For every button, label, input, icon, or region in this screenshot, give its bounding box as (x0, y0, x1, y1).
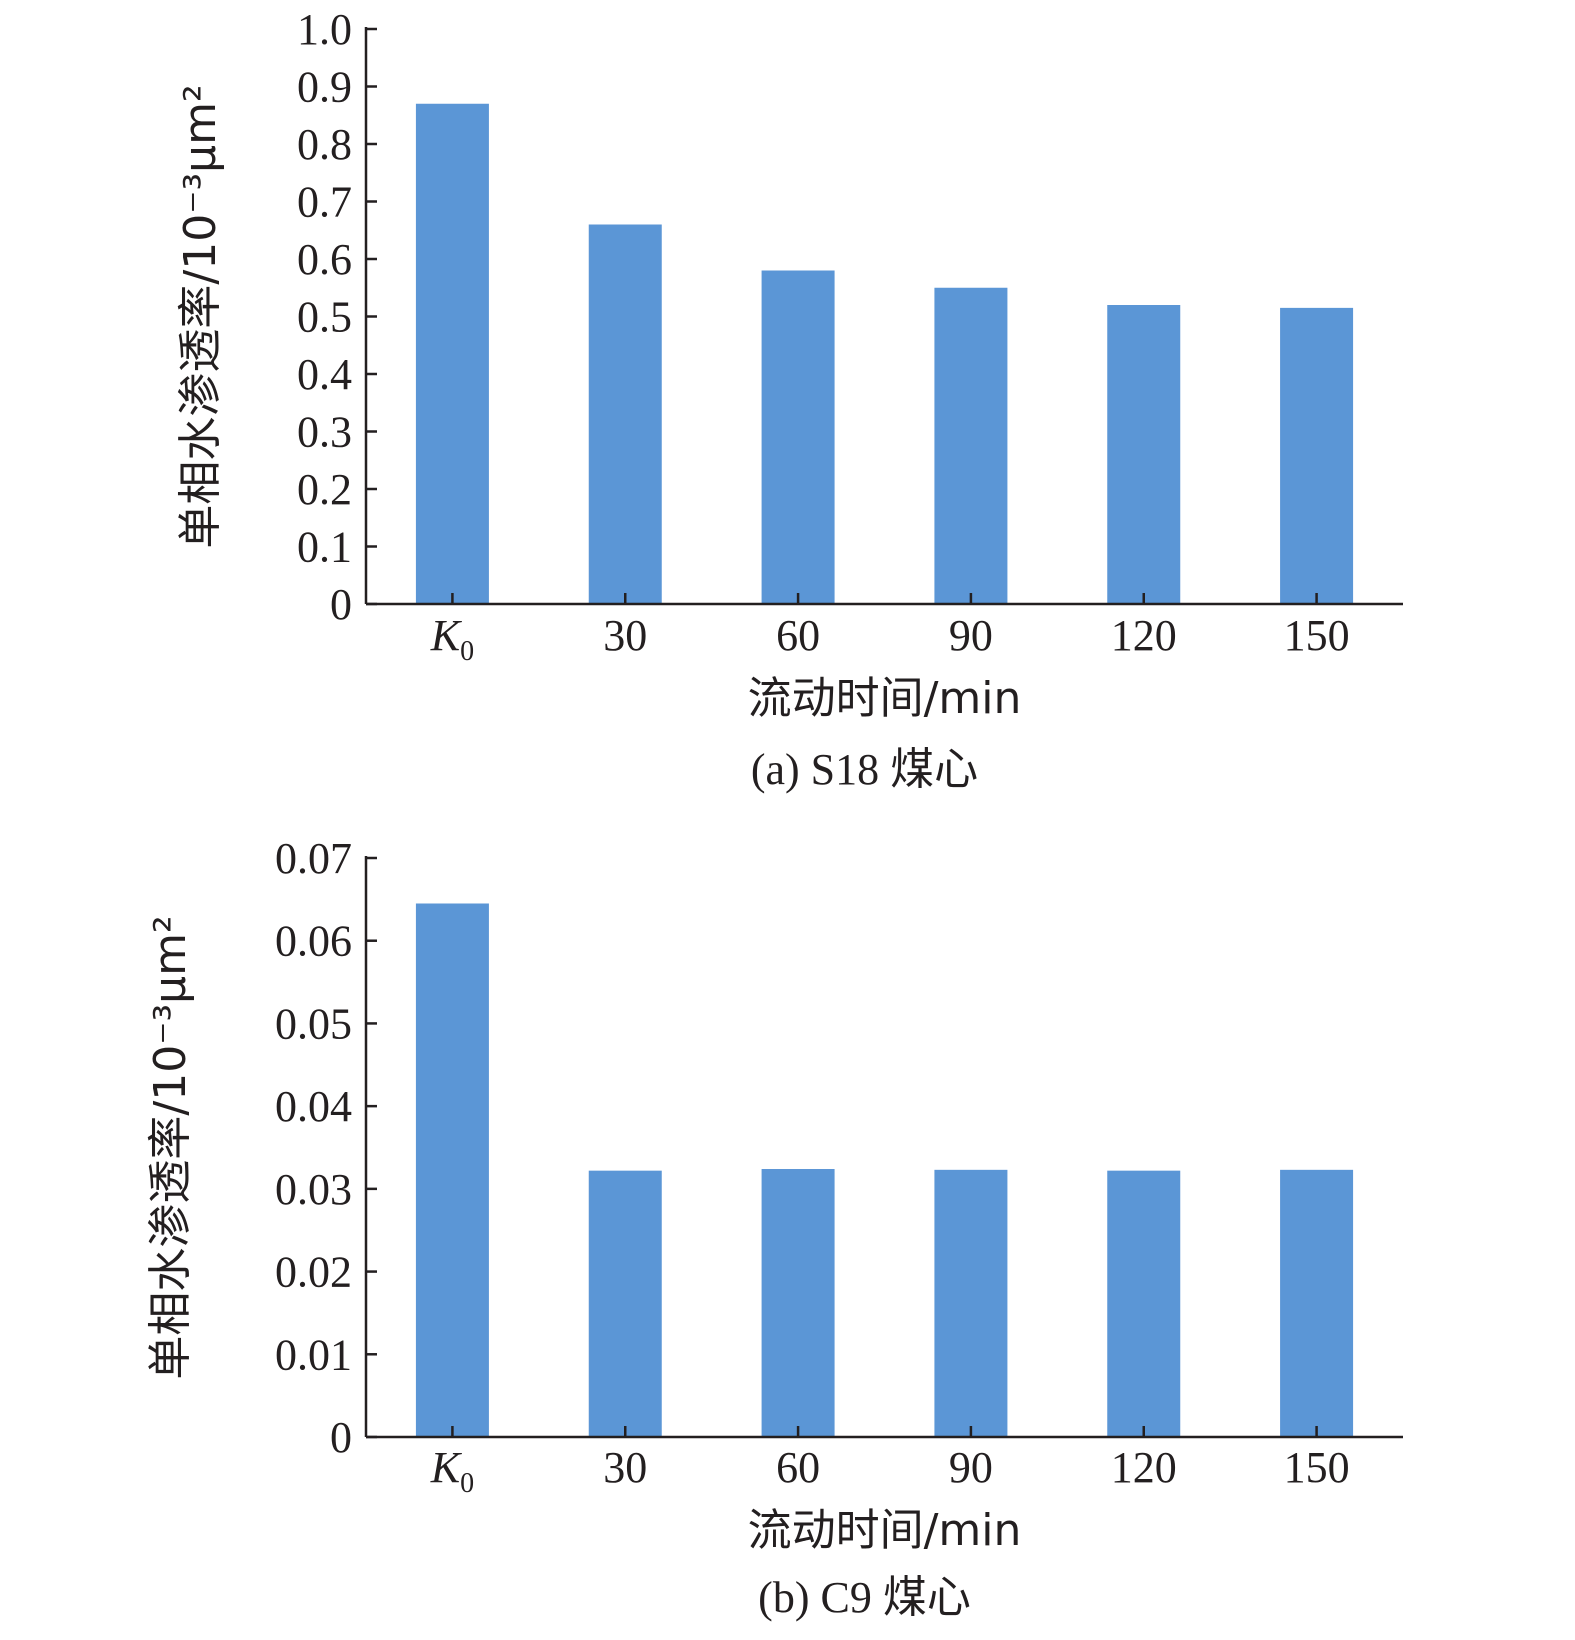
y-tick-label: 0.5 (297, 293, 352, 342)
y-tick-label: 0.9 (297, 63, 352, 112)
bar-150 (1280, 1169, 1354, 1437)
y-tick-label: 0.02 (275, 1248, 352, 1297)
x-tick-label: 30 (603, 611, 647, 660)
x-tick-label: 90 (949, 1443, 993, 1492)
y-tick-label: 0 (330, 580, 352, 629)
chart-caption: (a) S18 煤心 (751, 745, 978, 794)
x-tick-label-subscript: 0 (460, 1468, 474, 1499)
y-tick-label: 0.1 (297, 523, 352, 572)
bar-90 (934, 1169, 1008, 1437)
y-tick-label: 0.04 (275, 1082, 352, 1131)
bar-120 (1107, 305, 1181, 604)
x-tick-label: 150 (1284, 1443, 1350, 1492)
chart-a: 00.10.20.30.40.50.60.70.80.91.0K0 30 60 90 1… (175, 5, 1403, 794)
bar-120 (1107, 1170, 1181, 1437)
x-tick-label: 120 (1111, 611, 1177, 660)
bar-60 (761, 1169, 835, 1437)
x-tick-label: 90 (949, 611, 993, 660)
x-axis-title: 流动时间/min (748, 1505, 1022, 1556)
x-axis-title: 流动时间/min (748, 673, 1022, 724)
bar-30 (588, 1170, 662, 1437)
bar-150 (1280, 307, 1354, 604)
y-axis-title: 单相水渗透率/10⁻³μm² (175, 84, 226, 548)
y-tick-label: 0.3 (297, 408, 352, 457)
chart-caption: (b) C9 煤心 (758, 1573, 971, 1622)
y-tick-label: 0 (330, 1413, 352, 1462)
y-tick-label: 0.7 (297, 178, 352, 227)
y-axis-title: 单相水渗透率/10⁻³μm² (145, 915, 196, 1379)
x-tick-label-main: K (430, 1443, 463, 1492)
x-tick-label: 30 (603, 1443, 647, 1492)
x-tick-label: K0 (430, 611, 474, 667)
bar-k0 (415, 903, 489, 1437)
y-tick-label: 1.0 (297, 5, 352, 54)
bar-k0 (415, 103, 489, 604)
y-tick-label: 0.01 (275, 1330, 352, 1379)
y-tick-label: 0.05 (275, 999, 352, 1048)
y-tick-label: 0.4 (297, 350, 352, 399)
x-tick-label-main: K (430, 611, 463, 660)
y-tick-label: 0.8 (297, 120, 352, 169)
x-tick-label: 120 (1111, 1443, 1177, 1492)
y-tick-label: 0.07 (275, 834, 352, 883)
bar-90 (934, 287, 1008, 604)
x-tick-label: 150 (1284, 611, 1350, 660)
bar-30 (588, 224, 662, 604)
x-tick-label: 60 (776, 1443, 820, 1492)
x-tick-label-subscript: 0 (460, 636, 474, 667)
x-tick-label: 60 (776, 611, 820, 660)
y-tick-label: 0.6 (297, 235, 352, 284)
x-tick-label: K0 (430, 1443, 474, 1499)
bar-60 (761, 270, 835, 604)
y-tick-label: 0.03 (275, 1165, 352, 1214)
y-tick-label: 0.2 (297, 465, 352, 514)
y-tick-label: 0.06 (275, 917, 352, 966)
